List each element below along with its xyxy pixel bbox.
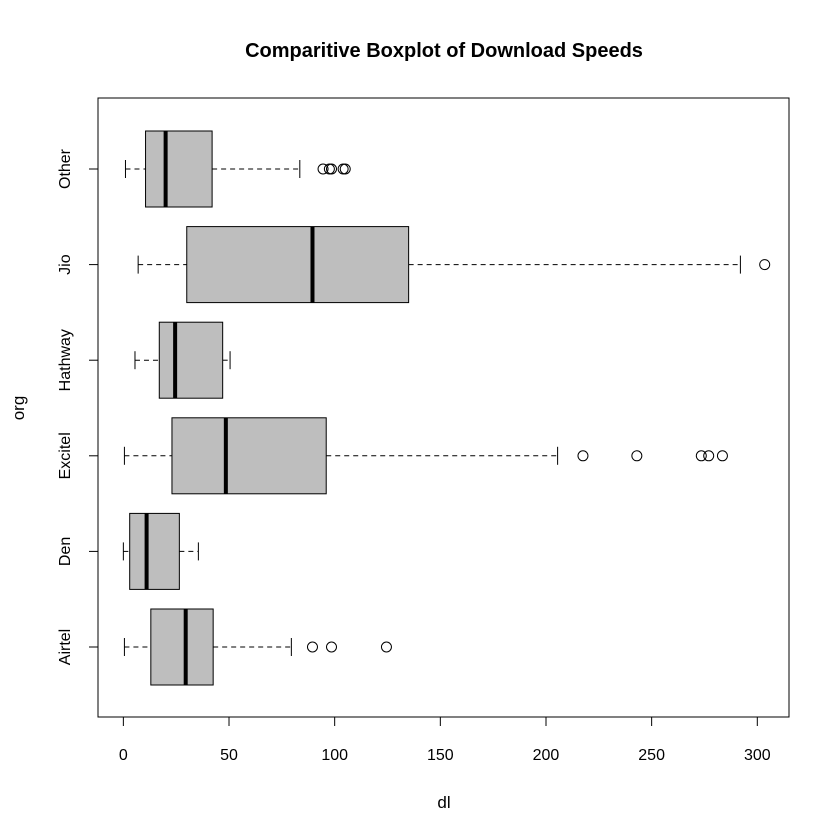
x-tick-label-300: 300 bbox=[744, 747, 771, 764]
outlier-point-excitel-3 bbox=[703, 450, 715, 462]
y-tick-label-hathway: Hathway bbox=[57, 329, 74, 391]
x-tick-label-0: 0 bbox=[119, 747, 128, 764]
outlier-point-excitel-2 bbox=[695, 450, 707, 462]
y-axis-label: org bbox=[9, 396, 28, 421]
iqr-box-hathway bbox=[158, 321, 224, 399]
box-group-den bbox=[122, 512, 199, 590]
iqr-box-den bbox=[129, 512, 180, 590]
boxes-layer bbox=[122, 130, 771, 686]
outlier-point-other-4 bbox=[339, 163, 351, 175]
outlier-point-airtel-0 bbox=[306, 641, 318, 653]
chart-title: Comparitive Boxplot of Download Speeds bbox=[245, 40, 643, 62]
outlier-point-other-2 bbox=[326, 163, 338, 175]
iqr-box-airtel bbox=[150, 608, 214, 686]
outlier-point-other-0 bbox=[317, 163, 329, 175]
box-group-hathway bbox=[134, 321, 231, 399]
outlier-point-other-3 bbox=[337, 163, 349, 175]
y-axis: Airtel Den Excitel Hathway Jio Other bbox=[57, 148, 99, 665]
x-tick-label-150: 150 bbox=[427, 747, 454, 764]
y-tick-label-den: Den bbox=[57, 537, 74, 566]
x-axis-label: dl bbox=[437, 793, 450, 812]
box-group-airtel bbox=[123, 608, 392, 686]
x-tick-label-200: 200 bbox=[533, 747, 560, 764]
outlier-point-excitel-4 bbox=[716, 450, 728, 462]
outlier-point-jio-0 bbox=[759, 259, 771, 271]
y-tick-label-excitel: Excitel bbox=[57, 432, 74, 479]
outlier-point-other-1 bbox=[323, 163, 335, 175]
x-tick-label-250: 250 bbox=[638, 747, 665, 764]
y-tick-label-airtel: Airtel bbox=[57, 629, 74, 665]
outlier-point-excitel-0 bbox=[577, 450, 589, 462]
iqr-box-excitel bbox=[171, 417, 327, 495]
y-tick-label-jio: Jio bbox=[57, 254, 74, 275]
outlier-point-airtel-2 bbox=[380, 641, 392, 653]
box-group-other bbox=[124, 130, 351, 208]
outlier-point-airtel-1 bbox=[326, 641, 338, 653]
x-tick-label-50: 50 bbox=[220, 747, 238, 764]
y-tick-label-other: Other bbox=[57, 148, 74, 189]
x-tick-label-100: 100 bbox=[321, 747, 348, 764]
box-group-jio bbox=[137, 226, 771, 304]
x-axis: 0 50 100 150 200 250 300 bbox=[119, 716, 771, 764]
outlier-point-excitel-1 bbox=[631, 450, 643, 462]
iqr-box-jio bbox=[186, 226, 410, 304]
box-group-excitel bbox=[123, 417, 728, 495]
iqr-box-other bbox=[145, 130, 213, 208]
